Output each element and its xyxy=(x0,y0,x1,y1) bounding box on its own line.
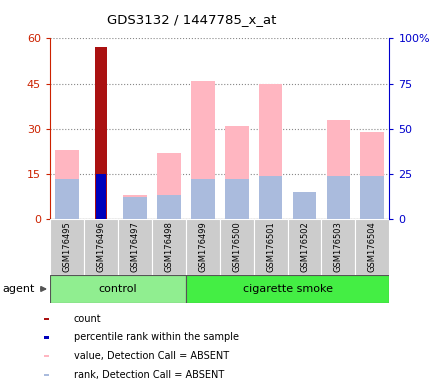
Text: GSM176500: GSM176500 xyxy=(232,221,240,272)
Text: GSM176503: GSM176503 xyxy=(333,221,342,272)
Bar xyxy=(224,126,248,219)
Bar xyxy=(253,219,287,275)
Text: count: count xyxy=(74,314,102,324)
Text: cigarette smoke: cigarette smoke xyxy=(242,284,332,294)
Bar xyxy=(191,81,214,219)
Bar xyxy=(157,195,180,219)
Bar xyxy=(43,318,49,320)
Text: GDS3132 / 1447785_x_at: GDS3132 / 1447785_x_at xyxy=(106,13,276,26)
Bar xyxy=(118,219,151,275)
Text: GSM176495: GSM176495 xyxy=(62,221,71,272)
Text: rank, Detection Call = ABSENT: rank, Detection Call = ABSENT xyxy=(74,370,224,380)
Bar xyxy=(43,374,49,376)
Bar xyxy=(50,275,185,303)
Bar xyxy=(258,84,282,219)
Bar xyxy=(355,219,388,275)
Text: GSM176501: GSM176501 xyxy=(266,221,274,272)
Bar xyxy=(123,197,146,219)
Bar xyxy=(326,120,349,219)
Text: percentile rank within the sample: percentile rank within the sample xyxy=(74,333,238,343)
Text: GSM176498: GSM176498 xyxy=(164,221,173,272)
Bar xyxy=(360,132,383,219)
Bar xyxy=(84,219,118,275)
Text: value, Detection Call = ABSENT: value, Detection Call = ABSENT xyxy=(74,351,229,361)
Bar xyxy=(123,195,146,219)
Bar xyxy=(95,47,107,219)
Bar xyxy=(360,175,383,219)
Bar xyxy=(224,179,248,219)
Text: GSM176502: GSM176502 xyxy=(299,221,308,272)
Text: control: control xyxy=(99,284,137,294)
Bar xyxy=(185,275,388,303)
Bar xyxy=(292,192,316,219)
Bar xyxy=(292,192,316,219)
Bar xyxy=(326,175,349,219)
Bar xyxy=(321,219,355,275)
Bar xyxy=(191,179,214,219)
Bar xyxy=(219,219,253,275)
Text: agent: agent xyxy=(2,284,34,294)
Bar xyxy=(43,336,49,339)
Text: GSM176499: GSM176499 xyxy=(198,221,207,272)
Text: GSM176497: GSM176497 xyxy=(130,221,139,272)
Bar xyxy=(258,175,282,219)
Bar xyxy=(157,153,180,219)
Text: GSM176496: GSM176496 xyxy=(96,221,105,272)
Bar xyxy=(55,179,79,219)
Text: GSM176504: GSM176504 xyxy=(367,221,376,272)
Bar xyxy=(50,219,84,275)
Bar xyxy=(43,355,49,357)
Bar xyxy=(287,219,321,275)
Bar xyxy=(185,219,219,275)
Bar xyxy=(151,219,185,275)
Bar xyxy=(96,174,105,219)
Bar xyxy=(55,150,79,219)
